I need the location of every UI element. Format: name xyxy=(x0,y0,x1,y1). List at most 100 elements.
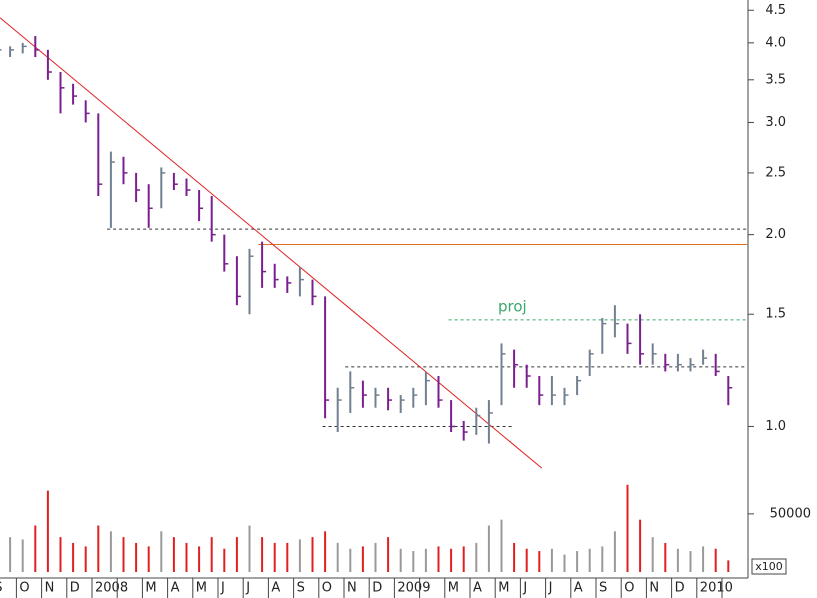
volume-bar xyxy=(34,525,37,572)
x-tick-label: A xyxy=(574,581,583,596)
volume-bar xyxy=(412,551,415,572)
volume-bar xyxy=(487,525,490,572)
y-tick-label: 2.5 xyxy=(765,165,786,180)
volume-bar xyxy=(702,546,705,572)
volume-bar xyxy=(576,551,579,572)
volume-bar xyxy=(311,537,314,572)
volume-bar xyxy=(109,531,112,572)
x-tick-label: 2008 xyxy=(95,581,128,596)
volume-bar xyxy=(588,548,591,572)
volume-bar xyxy=(639,519,642,572)
unit-box xyxy=(751,558,787,575)
volume-bar xyxy=(261,537,264,572)
volume-bar xyxy=(651,537,654,572)
volume-bar xyxy=(664,542,667,572)
volume-bar xyxy=(286,542,289,572)
y-tick-label: 4.5 xyxy=(765,3,786,18)
volume-bar xyxy=(248,525,251,572)
y-tick-label: 2.0 xyxy=(765,227,786,242)
volume-bar xyxy=(135,542,138,572)
x-tick-label: D xyxy=(70,581,80,596)
x-tick-label: A xyxy=(473,581,482,596)
volume-bar xyxy=(298,539,301,572)
x-tick-label: J xyxy=(245,581,250,596)
volume-bar xyxy=(72,542,75,572)
volume-bar xyxy=(500,519,503,572)
y-tick-label: 4.0 xyxy=(765,35,786,50)
x-tick-label: N xyxy=(347,581,357,596)
volume-bar xyxy=(613,531,616,572)
volume-bar xyxy=(185,542,188,572)
volume-bar xyxy=(450,548,453,572)
volume-bar xyxy=(676,548,679,572)
volume-bar xyxy=(399,548,402,572)
x-tick-label: J xyxy=(522,581,527,596)
volume-bar xyxy=(550,548,553,572)
trend-line xyxy=(0,17,543,469)
volume-bar xyxy=(601,546,604,572)
volume-bar xyxy=(235,537,238,572)
volume-bar xyxy=(525,548,528,572)
volume-bar xyxy=(374,542,377,572)
y-tick-label: 3.5 xyxy=(765,72,786,87)
x-tick-label: N xyxy=(45,581,55,596)
y-tick-label: 1.0 xyxy=(765,419,786,434)
volume-bar xyxy=(349,548,352,572)
x-tick-label: M xyxy=(145,581,156,596)
volume-bar xyxy=(97,525,100,572)
volume-bar xyxy=(59,537,62,572)
x-tick-label: O xyxy=(624,581,634,596)
volume-bar xyxy=(538,551,541,572)
x-tick-label: D xyxy=(675,581,685,596)
volume-bar xyxy=(46,490,49,572)
volume-bar xyxy=(160,531,163,572)
volume-bar xyxy=(714,548,717,572)
x-tick-label: S xyxy=(599,581,607,596)
y-tick-label: 1.5 xyxy=(765,307,786,322)
volume-bar xyxy=(689,551,692,572)
volume-tick-label: 50000 xyxy=(770,506,811,521)
x-tick-label: M xyxy=(448,581,459,596)
x-tick-label: A xyxy=(271,581,280,596)
x-tick-label: D xyxy=(372,581,382,596)
volume-bar xyxy=(21,539,24,572)
unit-label: x100 xyxy=(755,560,783,573)
volume-bar xyxy=(387,537,390,572)
volume-bar xyxy=(223,548,226,572)
volume-bar xyxy=(122,537,125,572)
volume-bar xyxy=(273,542,276,572)
x-tick-label: A xyxy=(171,581,180,596)
volume-bar xyxy=(324,531,327,572)
level-label: proj xyxy=(498,297,527,315)
volume-bar xyxy=(513,542,516,572)
volume-bar xyxy=(727,560,730,572)
x-tick-label: J xyxy=(548,581,553,596)
volume-bar xyxy=(198,546,201,572)
volume-bar xyxy=(563,554,566,572)
volume-bar xyxy=(462,546,465,572)
volume-bar xyxy=(475,542,478,572)
volume-bar xyxy=(626,484,629,572)
volume-bar xyxy=(437,546,440,572)
x-tick-label: S xyxy=(0,581,2,596)
x-tick-label: M xyxy=(196,581,207,596)
x-tick-label: 2009 xyxy=(397,581,430,596)
x-tick-label: M xyxy=(498,581,509,596)
volume-bar xyxy=(424,548,427,572)
y-tick-label: 3.0 xyxy=(765,115,786,130)
volume-bar xyxy=(84,546,87,572)
volume-bar xyxy=(9,537,12,572)
volume-bar xyxy=(210,537,213,572)
x-tick-label: O xyxy=(19,581,29,596)
x-tick-label: S xyxy=(297,581,305,596)
volume-bar xyxy=(147,546,150,572)
volume-bar xyxy=(336,542,339,572)
volume-bar xyxy=(361,546,364,572)
x-tick-label: 2010 xyxy=(700,581,733,596)
x-tick-label: N xyxy=(649,581,659,596)
x-tick-label: J xyxy=(220,581,225,596)
x-tick-label: O xyxy=(322,581,332,596)
volume-bar xyxy=(172,537,175,572)
